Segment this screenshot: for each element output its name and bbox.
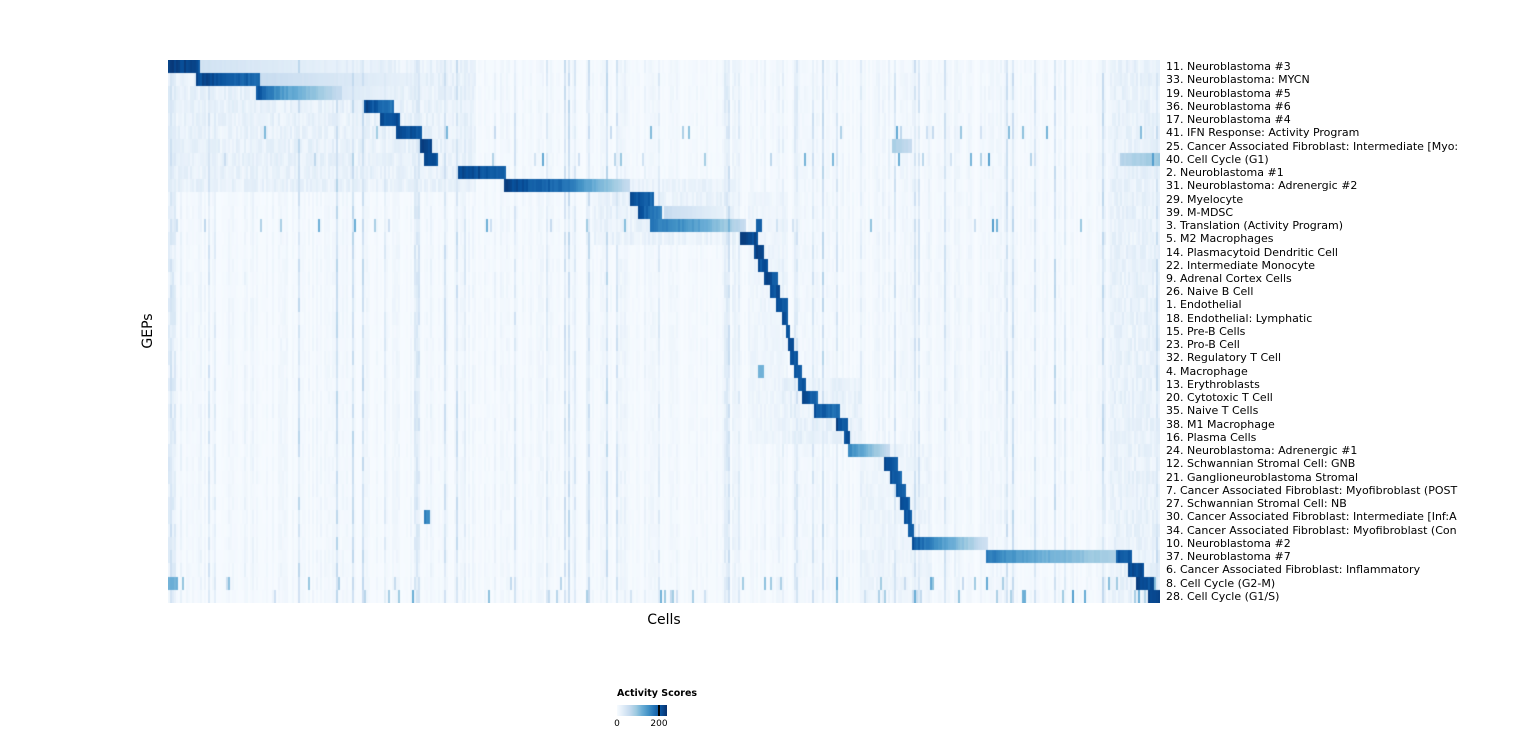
heatmap-canvas: [168, 60, 1160, 603]
row-label: 32. Regulatory T Cell: [1166, 351, 1282, 365]
legend-tick-min-label: 0: [614, 719, 620, 729]
row-label: 6. Cancer Associated Fibroblast: Inflamm…: [1166, 563, 1421, 577]
row-label: 25. Cancer Associated Fibroblast: Interm…: [1166, 139, 1459, 153]
row-label: 31. Neuroblastoma: Adrenergic #2: [1166, 179, 1358, 193]
row-label: 23. Pro-B Cell: [1166, 338, 1240, 352]
heatmap: [168, 60, 1160, 603]
row-label: 12. Schwannian Stromal Cell: GNB: [1166, 457, 1356, 471]
row-label: 3. Translation (Activity Program): [1166, 219, 1344, 233]
legend-title: Activity Scores: [617, 688, 698, 699]
legend-ticks: 0 200: [614, 719, 668, 730]
row-label: 28. Cell Cycle (G1/S): [1166, 589, 1280, 603]
row-label: 26. Naive B Cell: [1166, 285, 1254, 299]
row-label: 16. Plasma Cells: [1166, 430, 1257, 444]
row-label: 15. Pre-B Cells: [1166, 324, 1246, 338]
row-label: 13. Erythroblasts: [1166, 377, 1260, 391]
row-label: 7. Cancer Associated Fibroblast: Myofibr…: [1166, 483, 1458, 497]
y-axis-label: GEPs: [140, 313, 156, 349]
row-label: 1. Endothelial: [1166, 298, 1242, 312]
row-label: 19. Neuroblastoma #5: [1166, 86, 1291, 100]
legend-tick-max-label: 200: [650, 719, 668, 729]
row-label: 21. Ganglioneuroblastoma Stromal: [1166, 470, 1359, 484]
row-label: 14. Plasmacytoid Dendritic Cell: [1166, 245, 1338, 259]
row-label: 40. Cell Cycle (G1): [1166, 152, 1269, 166]
row-label: 24. Neuroblastoma: Adrenergic #1: [1166, 444, 1358, 458]
row-label: 9. Adrenal Cortex Cells: [1166, 272, 1292, 285]
row-label: 38. M1 Macrophage: [1166, 417, 1275, 431]
row-label: 8. Cell Cycle (G2-M): [1166, 576, 1276, 590]
row-label: 37. Neuroblastoma #7: [1166, 550, 1291, 564]
row-label: 20. Cytotoxic T Cell: [1166, 391, 1273, 405]
colorbar-legend: Activity Scores 0 200: [614, 688, 777, 730]
row-label: 5. M2 Macrophages: [1166, 232, 1274, 246]
legend-gradient-bar: [617, 705, 667, 716]
legend-tick-mark: [658, 705, 660, 716]
row-label: 39. M-MDSC: [1166, 205, 1234, 219]
row-label: 11. Neuroblastoma #3: [1166, 60, 1291, 74]
row-label: 22. Intermediate Monocyte: [1166, 258, 1316, 272]
row-label: 36. Neuroblastoma #6: [1166, 99, 1291, 113]
row-labels: 11. Neuroblastoma #3 33. Neuroblastoma: M…: [1166, 60, 1540, 603]
row-label: 29. Myelocyte: [1166, 192, 1244, 206]
row-label: 30. Cancer Associated Fibroblast: Interm…: [1166, 510, 1457, 524]
row-label: 10. Neuroblastoma #2: [1166, 536, 1291, 550]
row-label: 33. Neuroblastoma: MYCN: [1166, 73, 1310, 87]
x-axis-label: Cells: [647, 612, 681, 628]
row-label: 41. IFN Response: Activity Program: [1166, 126, 1360, 140]
row-label: 2. Neuroblastoma #1: [1166, 166, 1284, 180]
row-label: 34. Cancer Associated Fibroblast: Myofib…: [1166, 523, 1457, 537]
row-label: 4. Macrophage: [1166, 364, 1248, 378]
row-label: 35. Naive T Cells: [1166, 404, 1259, 418]
row-label: 18. Endothelial: Lymphatic: [1166, 311, 1313, 325]
row-label: 17. Neuroblastoma #4: [1166, 113, 1291, 127]
row-label: 27. Schwannian Stromal Cell: NB: [1166, 497, 1347, 511]
